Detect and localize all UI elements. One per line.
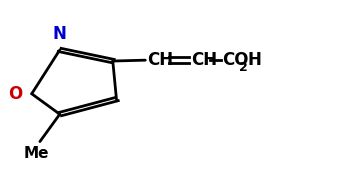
Text: Me: Me xyxy=(23,146,49,161)
Text: O: O xyxy=(8,85,23,103)
Text: CH: CH xyxy=(147,51,173,69)
Text: CH: CH xyxy=(191,51,218,69)
Text: CO: CO xyxy=(222,51,248,69)
Text: H: H xyxy=(247,51,261,69)
Text: N: N xyxy=(53,25,67,43)
Text: 2: 2 xyxy=(239,61,248,74)
